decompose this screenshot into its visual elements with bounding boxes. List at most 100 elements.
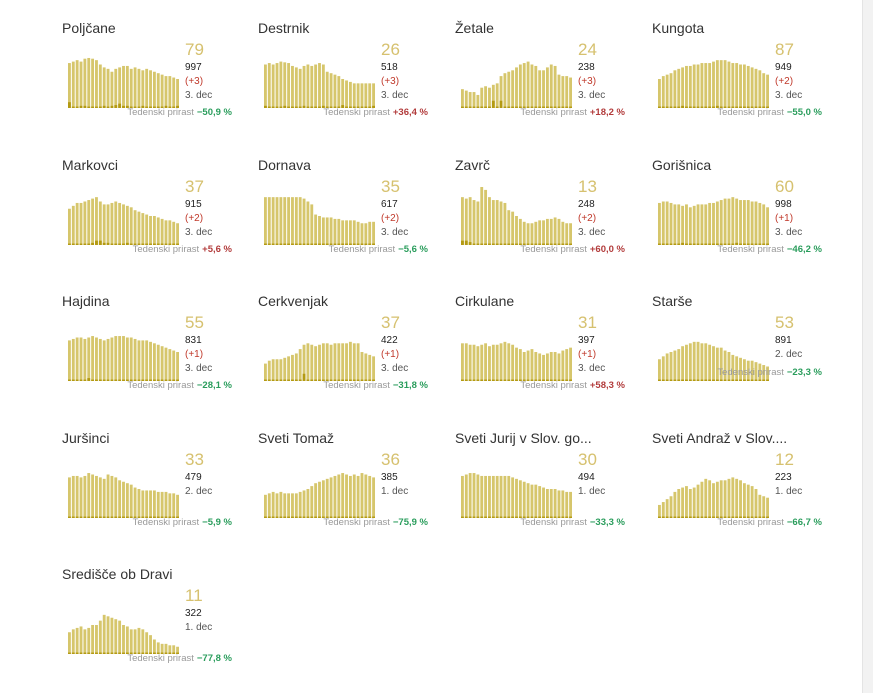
bar-active — [681, 67, 685, 108]
bar-new — [83, 379, 87, 381]
bar-new — [719, 106, 723, 108]
bar-new — [337, 243, 341, 245]
bar-active — [518, 218, 522, 245]
bar-active — [557, 490, 561, 518]
bar-new — [468, 242, 472, 245]
card-title: Cerkvenjak — [258, 293, 329, 309]
bar-new — [291, 243, 294, 245]
bar-chart — [658, 197, 769, 245]
bar-new — [484, 379, 488, 381]
bar-active — [264, 363, 267, 381]
bar-active — [534, 352, 538, 381]
bar-active — [530, 349, 534, 381]
bar-active — [83, 475, 87, 518]
bar-active — [264, 494, 267, 518]
bar-new — [75, 379, 79, 381]
bar-active — [673, 204, 677, 245]
date-label: 1. dec — [185, 622, 213, 633]
bar-active — [164, 643, 168, 654]
total-cases: 248 — [578, 199, 595, 210]
growth-value: −75,9 % — [392, 517, 428, 528]
bar-new — [368, 243, 372, 245]
bar-active — [294, 67, 298, 108]
bar-active — [160, 643, 164, 654]
bar-new — [95, 652, 98, 654]
bar-new — [360, 106, 364, 108]
bar-active — [110, 202, 114, 245]
bar-new — [352, 106, 356, 108]
bar-new — [87, 516, 91, 518]
bar-new — [735, 379, 739, 381]
bar-active — [83, 338, 87, 381]
bar-active — [538, 70, 542, 108]
bar-active — [172, 77, 176, 108]
bar-active — [468, 473, 472, 518]
bar-active — [472, 200, 476, 245]
bar-plot — [68, 460, 180, 540]
bar-active — [495, 344, 499, 381]
bar-new — [314, 243, 318, 245]
bar-new — [685, 516, 688, 518]
municipality-card: Sveti Andraž v Slov.... 12 223 1. dec Te… — [652, 430, 822, 542]
bar-new — [712, 243, 715, 245]
bar-new — [310, 243, 314, 245]
bar-new — [561, 379, 565, 381]
bar-chart — [264, 473, 375, 518]
bar-active — [325, 478, 329, 518]
bar-active — [337, 474, 341, 518]
bar-active — [739, 200, 742, 245]
total-cases: 385 — [381, 472, 398, 483]
municipality-card: Hajdina 55 831 (+1) 3. dec Tedenski prir… — [62, 293, 232, 405]
bar-active — [669, 496, 673, 518]
bar-new — [283, 243, 287, 245]
bar-new — [484, 106, 488, 108]
bar-active — [727, 61, 731, 108]
bar-new — [692, 379, 696, 381]
bar-active — [283, 493, 287, 518]
bar-new — [480, 106, 484, 108]
bar-new — [677, 516, 681, 518]
bar-new — [522, 379, 526, 381]
bar-new — [545, 379, 549, 381]
bar-active — [129, 68, 133, 108]
bar-active — [306, 489, 310, 518]
bar-new — [83, 243, 87, 245]
active-cases: 26 — [381, 40, 400, 59]
bar-active — [522, 352, 526, 381]
bar-active — [145, 340, 149, 381]
bar-new — [283, 379, 287, 381]
bar-active — [125, 337, 129, 381]
bar-new — [267, 516, 271, 518]
bar-new — [758, 379, 762, 381]
bar-new — [700, 379, 704, 381]
bar-new — [708, 379, 712, 381]
bar-active — [176, 223, 179, 245]
bar-plot — [68, 596, 180, 676]
bar-new — [719, 379, 723, 381]
bar-new — [83, 105, 87, 108]
municipality-card: Starše 53 891 2. dec Tedenski prirast −23… — [652, 293, 822, 405]
bar-active — [333, 74, 337, 108]
bar-new — [522, 516, 526, 518]
growth-value: −23,3 % — [786, 367, 822, 378]
bar-active — [696, 204, 700, 245]
card-title: Destrnik — [258, 20, 310, 36]
bar-new — [75, 106, 79, 108]
municipality-card: Juršinci 33 479 2. dec Tedenski prirast −… — [62, 430, 232, 542]
bar-new — [291, 379, 294, 381]
bar-new — [271, 106, 275, 108]
scrollbar[interactable] — [862, 0, 873, 693]
bar-active — [472, 344, 476, 381]
bar-new — [688, 379, 692, 381]
date-label: 1. dec — [775, 486, 803, 497]
bar-active — [553, 65, 557, 108]
bar-new — [476, 516, 480, 518]
bar-new — [696, 106, 700, 108]
bar-new — [122, 516, 125, 518]
bar-new — [314, 106, 318, 108]
bar-new — [658, 379, 661, 381]
bar-active — [141, 213, 145, 245]
bar-active — [91, 58, 95, 108]
growth-value: −31,8 % — [392, 380, 428, 391]
bar-active — [704, 343, 708, 381]
